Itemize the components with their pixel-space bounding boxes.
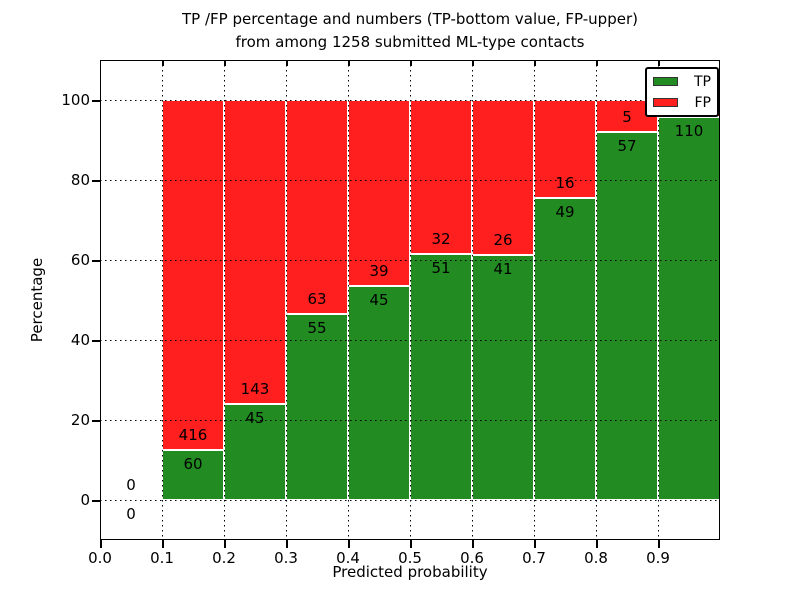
tp-bar-segment [348,285,410,500]
x-axis-top-tick [162,60,164,66]
legend-item-tp: TP [653,73,711,90]
x-axis-tick [100,540,102,548]
x-tick-label: 0.3 [274,549,298,567]
tp-count-label: 49 [555,203,575,222]
x-axis-tick [224,540,226,548]
legend: TP FP [645,67,719,117]
x-tick-label: 0.7 [522,549,546,567]
legend-item-fp: FP [653,94,711,111]
y-axis-tick [92,180,100,182]
fp-count-label: 32 [431,230,451,249]
x-axis-top-tick [348,60,350,66]
tp-legend-swatch-icon [653,77,678,86]
fp-bar-segment [286,100,348,314]
chart-title: TP /FP percentage and numbers (TP-bottom… [182,10,638,28]
x-axis-top-tick [534,60,536,66]
x-axis-top-tick [224,60,226,66]
tp-count-label: 45 [369,290,389,309]
v-gridline [162,60,163,540]
y-axis-tick [92,420,100,422]
v-gridline [658,60,659,540]
fp-bar-segment [162,100,224,450]
x-axis-top-tick [596,60,598,66]
tp-bar-segment [534,198,596,500]
x-tick-label: 0.0 [88,549,112,567]
tp-bar-segment [472,255,534,500]
tp-count-label: 57 [617,137,637,156]
fp-bar-segment [224,100,286,405]
x-axis-top-tick [658,60,660,66]
chart-title-block: TP /FP percentage and numbers (TP-bottom… [90,8,730,54]
tp-count-label: 0 [126,505,136,523]
x-axis-tick [286,540,288,548]
y-tick-label: 80 [70,171,90,189]
y-tick-label: 20 [70,411,90,429]
y-tick-label: 40 [70,331,90,349]
plot-area: 0 0 416 60 143 45 63 55 39 45 32 51 26 41 16 49 5 57 110 [100,60,720,540]
x-axis-tick [472,540,474,548]
y-tick-label: 100 [61,91,90,109]
tp-count-label: 60 [183,454,203,473]
v-gridline [410,60,411,540]
x-tick-label: 0.4 [336,549,360,567]
v-gridline [286,60,287,540]
x-axis-top-tick [472,60,474,66]
y-tick-label: 0 [80,491,90,509]
x-tick-label: 0.2 [212,549,236,567]
tp-count-label: 45 [245,409,265,428]
x-axis-tick [534,540,536,548]
y-tick-label: 60 [70,251,90,269]
x-axis-tick [348,540,350,548]
x-axis-top-tick [410,60,412,66]
x-tick-label: 0.5 [398,549,422,567]
y-axis-tick [92,340,100,342]
x-tick-label: 0.6 [460,549,484,567]
v-gridline [596,60,597,540]
x-axis-top-tick [286,60,288,66]
fp-legend-swatch-icon [653,98,678,107]
tp-bar-segment [596,132,658,500]
y-axis-tick [92,260,100,262]
x-tick-label: 0.8 [584,549,608,567]
tp-count-label: 41 [493,260,513,279]
tp-bar-segment [658,117,720,500]
chart-subtitle: from among 1258 submitted ML-type contac… [235,33,585,51]
fp-count-label: 5 [622,108,632,127]
y-axis-tick [92,500,100,502]
fp-count-label: 26 [493,231,513,250]
x-tick-label: 0.9 [646,549,670,567]
x-axis-tick [658,540,660,548]
y-axis-tick [92,100,100,102]
tp-count-label: 51 [431,259,451,278]
fp-count-label: 0 [126,476,136,494]
v-gridline [224,60,225,540]
fp-legend-label: FP [694,94,712,111]
fp-bar-segment [410,100,472,255]
x-axis-tick [162,540,164,548]
tp-bar-segment [286,313,348,500]
v-gridline [472,60,473,540]
tp-bar-segment [410,254,472,500]
v-gridline [348,60,349,540]
fp-bar-segment [348,100,410,286]
tp-count-label: 110 [674,122,704,141]
tp-legend-label: TP [694,73,711,90]
fp-count-label: 143 [240,380,270,399]
tp-count-label: 55 [307,318,327,337]
v-gridline [534,60,535,540]
x-axis-tick [410,540,412,548]
fp-count-label: 63 [307,289,327,308]
fp-count-label: 16 [555,174,575,193]
x-tick-label: 0.1 [150,549,174,567]
fp-count-label: 416 [178,425,208,444]
x-axis-tick [596,540,598,548]
fp-count-label: 39 [369,261,389,280]
x-axis-label: Predicted probability [332,563,488,581]
